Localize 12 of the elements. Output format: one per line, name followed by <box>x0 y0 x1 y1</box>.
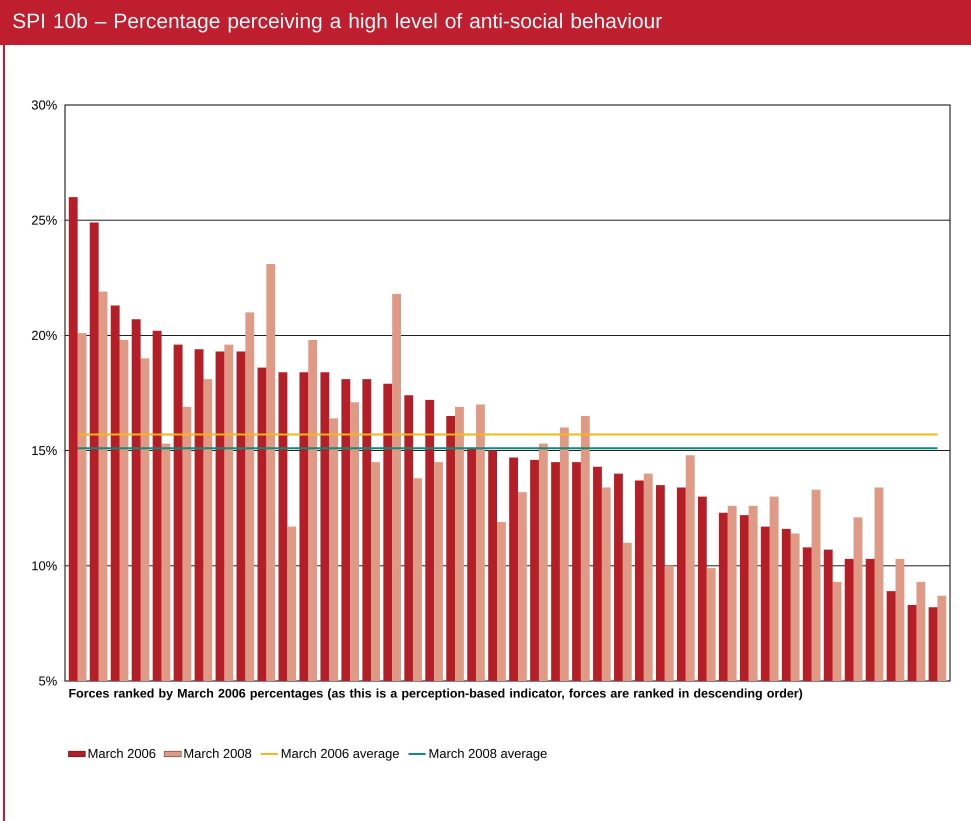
y-tick-label: 30% <box>32 100 57 110</box>
y-tick-label: 25% <box>32 216 57 225</box>
x-axis-title: Forces ranked by March 2006 percentages (as this is a perception-based indicator, forces are ranked in descending order) <box>69 688 802 700</box>
y-tick-label: 5% <box>39 676 57 686</box>
y-tick-label: 10% <box>32 561 57 570</box>
legend-label: March 2008 average <box>430 748 547 761</box>
y-tick-label: 20% <box>32 330 57 340</box>
y-tick-label: 15% <box>32 446 57 456</box>
legend-label: March 2008 <box>184 748 252 758</box>
legend-label: March 2006 average <box>282 748 399 761</box>
legend-label: March 2006 <box>88 748 156 758</box>
chart-title: SPI 10b – Percentage perceiving a high level of anti-social behaviour <box>13 12 662 32</box>
